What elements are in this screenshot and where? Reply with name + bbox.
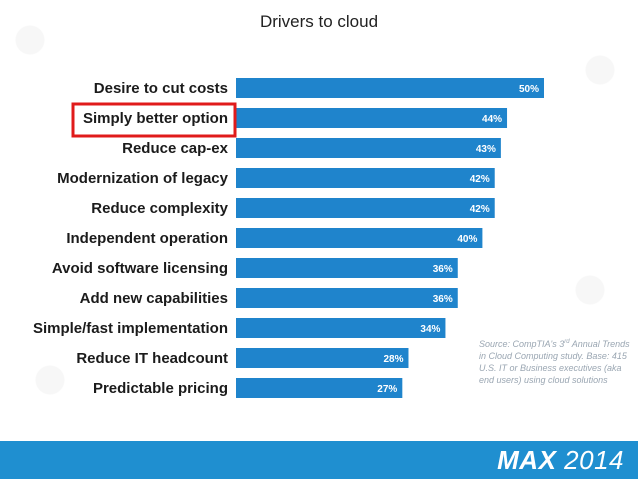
bar-3: [236, 138, 501, 158]
bar-9: [236, 318, 446, 338]
bar-4: [236, 168, 495, 188]
logo-max: MAX: [497, 445, 557, 475]
bar-5: [236, 198, 495, 218]
category-labels-group: Desire to cut costs Simply better option R…: [33, 80, 229, 397]
bar-1: [236, 78, 544, 98]
value-label-2: 44%: [482, 114, 502, 125]
bars-group: [236, 78, 544, 398]
highlight-box: [71, 102, 237, 138]
highlight-group: [71, 102, 237, 138]
category-label-11: Predictable pricing: [93, 380, 228, 397]
source-prefix: Source: CompTIA's 3: [479, 339, 565, 349]
category-label-5: Reduce complexity: [91, 200, 228, 217]
value-label-1: 50%: [519, 84, 539, 95]
value-label-9: 34%: [420, 324, 440, 335]
value-label-3: 43%: [476, 144, 496, 155]
footer-bar: MAX 2014: [0, 441, 638, 479]
value-label-11: 27%: [377, 384, 397, 395]
max-logo: MAX 2014: [497, 445, 624, 476]
category-label-2: Simply better option: [83, 110, 228, 127]
source-note: Source: CompTIA's 3rd Annual Trends in C…: [479, 336, 634, 386]
bar-10: [236, 348, 409, 368]
category-label-3: Reduce cap-ex: [122, 140, 229, 157]
category-label-9: Simple/fast implementation: [33, 320, 228, 337]
bar-6: [236, 228, 483, 248]
bar-8: [236, 288, 458, 308]
value-label-5: 42%: [470, 204, 490, 215]
bar-chart: Desire to cut costs Simply better option R…: [33, 78, 544, 398]
category-label-1: Desire to cut costs: [94, 80, 228, 97]
category-label-8: Add new capabilities: [80, 290, 228, 307]
value-label-6: 40%: [457, 234, 477, 245]
slide-title: Drivers to cloud: [259, 12, 379, 31]
logo-year: 2014: [556, 445, 624, 475]
value-label-7: 36%: [433, 264, 453, 275]
value-label-10: 28%: [383, 354, 403, 365]
value-labels-group: 50% 44% 43% 42% 42% 40% 36% 36% 34% 28% 27%: [377, 84, 539, 395]
category-label-4: Modernization of legacy: [57, 170, 229, 187]
bar-7: [236, 258, 458, 278]
category-label-6: Independent operation: [66, 230, 228, 247]
value-label-4: 42%: [470, 174, 490, 185]
source-rest: Annual Trends in Cloud Computing study. …: [479, 339, 630, 385]
value-label-8: 36%: [433, 294, 453, 305]
bar-2: [236, 108, 508, 128]
category-label-10: Reduce IT headcount: [76, 350, 228, 367]
category-label-7: Avoid software licensing: [52, 260, 228, 277]
source-superscript: rd: [564, 339, 570, 345]
bar-11: [236, 378, 403, 398]
